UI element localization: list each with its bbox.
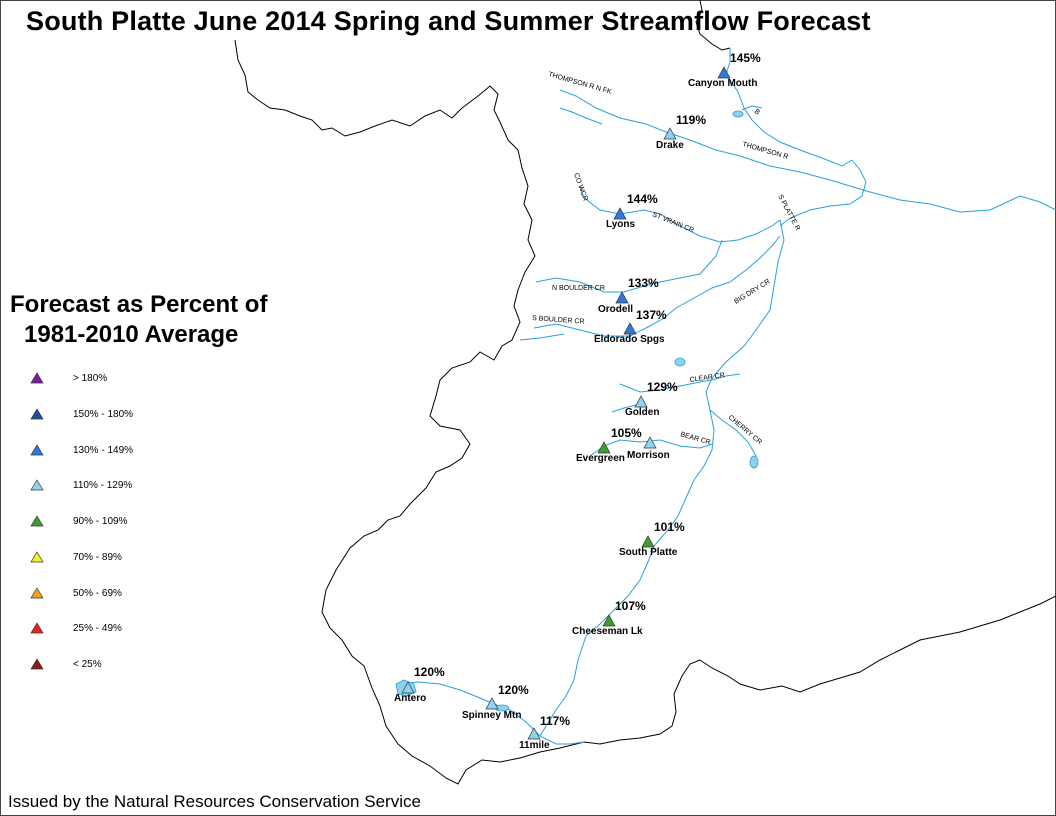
station-percent-label: 117% <box>540 714 570 728</box>
station-marker <box>527 727 541 740</box>
station-marker <box>663 127 677 140</box>
station-name-label: 11mile <box>519 740 550 751</box>
legend-item: 25% - 49% <box>30 620 122 636</box>
legend-title: Forecast as Percent of 1981-2010 Average <box>10 290 267 350</box>
station-marker <box>602 614 616 627</box>
legend-item-label: < 25% <box>73 658 102 670</box>
station-percent-label: 129% <box>647 380 678 394</box>
river-label: S BOULDER CR <box>532 315 585 326</box>
station-percent-label: 120% <box>414 665 445 679</box>
river-label: THOMPSON R N FK <box>547 71 612 96</box>
triangle-icon <box>30 479 44 491</box>
station-marker <box>623 322 637 335</box>
legend-item-label: 150% - 180% <box>73 408 134 420</box>
station-marker <box>615 291 629 304</box>
basin-boundary <box>234 39 1056 785</box>
station-percent-label: 145% <box>730 51 761 65</box>
legend-item: > 180% <box>30 370 107 386</box>
river-label: CHERRY CR <box>727 414 763 446</box>
triangle-icon <box>30 408 44 420</box>
station-name-label: Antero <box>394 693 426 704</box>
river-label: BIG DRY CR <box>733 278 771 305</box>
station-markers: Canyon Mouth 145% Drake 119% Lyons 144% Orodel… <box>394 51 761 751</box>
station-name-label: South Platte <box>619 547 678 558</box>
legend-item: 150% - 180% <box>30 406 133 422</box>
station-percent-label: 119% <box>676 113 706 127</box>
legend-item-label: > 180% <box>73 372 108 384</box>
station-name-label: Morrison <box>627 450 670 461</box>
station-percent-label: 105% <box>611 426 642 440</box>
triangle-icon <box>30 658 44 670</box>
map-title: South Platte June 2014 Spring and Summer… <box>26 6 871 36</box>
footer-issuer: Issued by the Natural Resources Conserva… <box>8 792 421 811</box>
river-label: THOMPSON R <box>741 141 789 161</box>
legend-item-label: 90% - 109% <box>73 515 128 527</box>
station-percent-label: 107% <box>615 599 646 613</box>
legend-item: 90% - 109% <box>30 513 127 529</box>
station-name-label: Orodell <box>598 304 633 315</box>
river-label: BEAR CR <box>679 431 711 446</box>
triangle-icon <box>30 444 44 456</box>
legend-item: < 25% <box>30 656 102 672</box>
river-label: B <box>753 108 761 117</box>
station-name-label: Drake <box>656 140 684 151</box>
legend-item-label: 130% - 149% <box>73 444 134 456</box>
legend-item: 50% - 69% <box>30 585 122 601</box>
triangle-icon <box>30 372 44 384</box>
triangle-icon <box>30 551 44 563</box>
triangle-icon <box>30 622 44 634</box>
river-label: N BOULDER CR <box>552 285 605 292</box>
station-name-label: Golden <box>625 407 659 418</box>
triangle-icon <box>30 587 44 599</box>
station-percent-label: 101% <box>654 520 685 534</box>
legend-item-label: 110% - 129% <box>73 479 133 491</box>
station-name-label: Evergreen <box>576 453 625 464</box>
legend-item-label: 70% - 89% <box>73 551 122 563</box>
station-marker <box>634 395 648 408</box>
station-name-label: Cheeseman Lk <box>572 626 643 637</box>
river-label: CLEAR CR <box>689 372 725 384</box>
station-name-label: Lyons <box>606 219 636 230</box>
legend-item: 110% - 129% <box>30 477 132 493</box>
lakes <box>395 110 759 712</box>
station-marker <box>613 207 627 220</box>
station-percent-label: 137% <box>636 308 667 322</box>
legend-title-line1: Forecast as Percent of <box>10 291 268 318</box>
station-marker <box>485 697 499 710</box>
station-percent-label: 144% <box>627 192 658 206</box>
legend-item-label: 50% - 69% <box>73 587 122 599</box>
river-label: S PLATTE R <box>776 194 801 232</box>
station-marker <box>717 66 731 79</box>
station-marker <box>641 535 655 548</box>
station-marker <box>401 681 415 694</box>
legend-item: 130% - 149% <box>30 442 133 458</box>
legend-title-line2: 1981-2010 Average <box>24 321 239 348</box>
station-marker <box>643 436 657 449</box>
legend-item: 70% - 89% <box>30 549 122 565</box>
river-network <box>397 48 1056 745</box>
station-percent-label: 120% <box>498 683 529 697</box>
station-name-label: Spinney Mtn <box>462 710 521 721</box>
river-label: ST VRAIN CR <box>651 211 695 234</box>
legend-item-label: 25% - 49% <box>73 622 122 634</box>
river-label: CO WCR <box>572 172 589 202</box>
station-percent-label: 133% <box>628 276 659 290</box>
basin-boundary-north <box>695 0 731 51</box>
station-name-label: Eldorado Spgs <box>594 334 665 345</box>
station-name-label: Canyon Mouth <box>688 78 757 89</box>
triangle-icon <box>30 515 44 527</box>
station-marker <box>597 441 611 454</box>
